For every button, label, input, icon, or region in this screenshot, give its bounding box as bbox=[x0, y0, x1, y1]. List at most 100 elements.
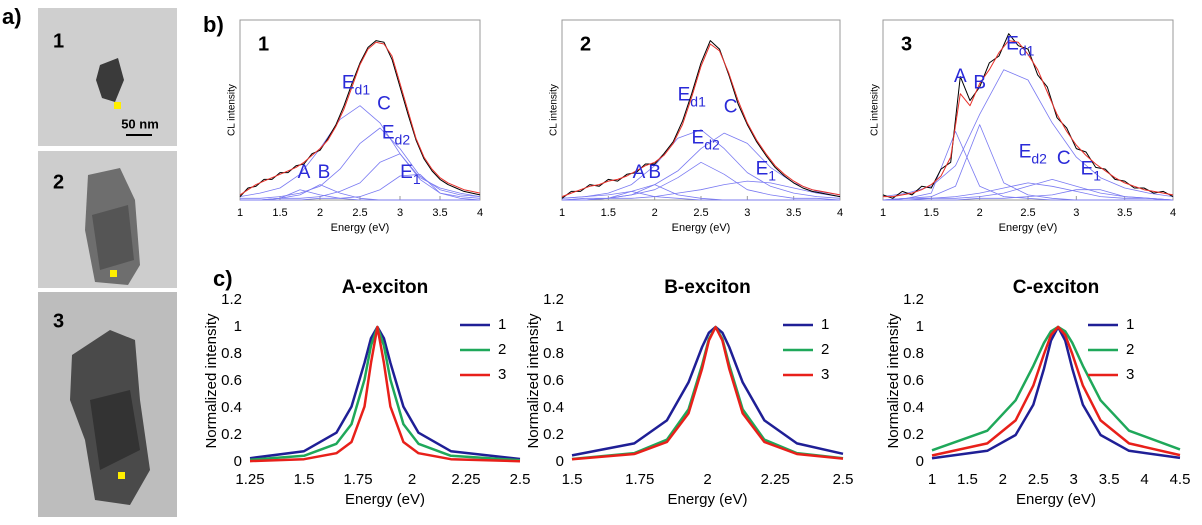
spectrum-line bbox=[561, 43, 841, 198]
x-axis-label: Energy (eV) bbox=[1016, 491, 1096, 508]
x-tick-label: 4 bbox=[1140, 471, 1148, 488]
peak-label: E1 bbox=[756, 158, 777, 183]
peak-label: Ed2 bbox=[1019, 141, 1047, 166]
y-tick-label: 1.2 bbox=[221, 291, 242, 308]
series-line bbox=[931, 325, 1181, 457]
peak-label-text: B bbox=[648, 162, 661, 183]
peak-label-text: E bbox=[400, 162, 413, 183]
component-curve bbox=[562, 180, 841, 201]
x-tick-label: 2.5 bbox=[1020, 207, 1035, 219]
y-tick-label: 1.2 bbox=[903, 291, 924, 308]
legend-label: 2 bbox=[498, 341, 506, 358]
y-tick-label: 0.8 bbox=[903, 345, 924, 362]
peak-label: C bbox=[377, 93, 391, 114]
x-tick-label: 1 bbox=[928, 471, 936, 488]
peak-label-text: A bbox=[633, 162, 646, 183]
y-tick-label: 0.2 bbox=[543, 426, 564, 443]
legend-label: 3 bbox=[821, 366, 829, 383]
peak-label-text: C bbox=[1057, 148, 1071, 169]
y-tick-label: 0.8 bbox=[221, 345, 242, 362]
x-tick-label: 3 bbox=[397, 207, 403, 219]
legend-label: 3 bbox=[498, 366, 506, 383]
panel-label: c) bbox=[213, 266, 233, 291]
peak-label-text: E bbox=[756, 158, 769, 179]
peak-label: A bbox=[954, 66, 967, 87]
peak-label-text: A bbox=[954, 66, 967, 87]
peak-label-subscript: 1 bbox=[768, 167, 776, 183]
peak-label-subscript: 1 bbox=[1093, 167, 1101, 183]
x-tick-label: 3 bbox=[1073, 207, 1079, 219]
x-tick-label: 1.5 bbox=[924, 207, 939, 219]
x-tick-label: 1.5 bbox=[294, 471, 315, 488]
x-tick-label: 1.5 bbox=[562, 471, 583, 488]
peak-label: B bbox=[318, 162, 331, 183]
peak-label-text: E bbox=[692, 128, 705, 149]
y-tick-label: 0.8 bbox=[543, 345, 564, 362]
peak-label-text: E bbox=[678, 85, 691, 106]
y-tick-label: 1 bbox=[234, 318, 242, 335]
component-curve bbox=[561, 161, 841, 201]
x-tick-label: 2.5 bbox=[693, 207, 708, 219]
x-tick-label: 2.5 bbox=[1028, 471, 1049, 488]
x-tick-label: 3.5 bbox=[786, 207, 801, 219]
series-line bbox=[249, 325, 521, 463]
x-tick-label: 4 bbox=[1170, 207, 1176, 219]
x-tick-label: 1.25 bbox=[235, 471, 264, 488]
component-curve bbox=[240, 127, 481, 199]
y-axis-label: Normalized intensity bbox=[525, 313, 542, 449]
x-axis-label: Energy (eV) bbox=[345, 491, 425, 508]
peak-label-text: E bbox=[382, 122, 395, 143]
component-curve bbox=[561, 129, 841, 199]
y-axis-label: Normalized intensity bbox=[885, 313, 902, 449]
peak-label: E1 bbox=[400, 162, 421, 187]
x-tick-label: 1.75 bbox=[343, 471, 372, 488]
y-tick-label: 0.4 bbox=[221, 399, 242, 416]
x-tick-label: 2.25 bbox=[451, 471, 480, 488]
y-axis-label: CL intensity bbox=[870, 84, 881, 136]
series-line bbox=[571, 325, 844, 461]
x-tick-label: 4 bbox=[477, 207, 483, 219]
x-axis-label: Energy (eV) bbox=[667, 491, 747, 508]
plot-number: 3 bbox=[901, 33, 912, 55]
x-tick-label: 2 bbox=[703, 471, 711, 488]
tem-image: 3 bbox=[38, 292, 177, 517]
peak-label-text: E bbox=[1019, 141, 1032, 162]
x-tick-label: 3.5 bbox=[1117, 207, 1132, 219]
peak-label-text: E bbox=[1081, 158, 1094, 179]
peak-label-subscript: d1 bbox=[1019, 42, 1035, 58]
peak-label: A bbox=[298, 162, 311, 183]
peak-label-subscript: d2 bbox=[1031, 150, 1047, 166]
x-tick-label: 2.5 bbox=[352, 207, 367, 219]
y-axis-label: CL intensity bbox=[227, 84, 238, 136]
series-line bbox=[249, 325, 521, 462]
x-tick-label: 3 bbox=[744, 207, 750, 219]
peak-label-text: C bbox=[377, 93, 391, 114]
component-curve bbox=[239, 105, 481, 197]
component-curve bbox=[240, 153, 481, 201]
peak-label: A bbox=[633, 162, 646, 183]
x-tick-label: 2 bbox=[317, 207, 323, 219]
x-tick-label: 4.5 bbox=[1170, 471, 1191, 488]
peak-label-subscript: d2 bbox=[704, 136, 720, 152]
peak-label: Ed2 bbox=[692, 128, 720, 153]
x-tick-label: 3 bbox=[1070, 471, 1078, 488]
y-tick-label: 0 bbox=[234, 453, 242, 470]
x-tick-label: 1 bbox=[880, 207, 886, 219]
x-tick-label: 3.5 bbox=[1099, 471, 1120, 488]
peak-label: Ed1 bbox=[678, 85, 706, 110]
peak-label: B bbox=[973, 73, 986, 94]
y-tick-label: 0.6 bbox=[221, 372, 242, 389]
y-tick-label: 1 bbox=[916, 318, 924, 335]
spectrum-line bbox=[239, 41, 481, 196]
x-axis-label: Energy (eV) bbox=[672, 222, 731, 234]
plot-frame bbox=[239, 19, 481, 201]
chart-title: C-exciton bbox=[1013, 277, 1100, 298]
plot-number: 1 bbox=[258, 33, 269, 55]
image-label: 2 bbox=[53, 171, 64, 193]
peak-label: Ed1 bbox=[342, 73, 370, 98]
component-curve bbox=[882, 124, 1173, 201]
component-curve bbox=[240, 173, 481, 201]
y-tick-label: 0.4 bbox=[903, 399, 924, 416]
peak-label-subscript: d1 bbox=[690, 93, 706, 109]
